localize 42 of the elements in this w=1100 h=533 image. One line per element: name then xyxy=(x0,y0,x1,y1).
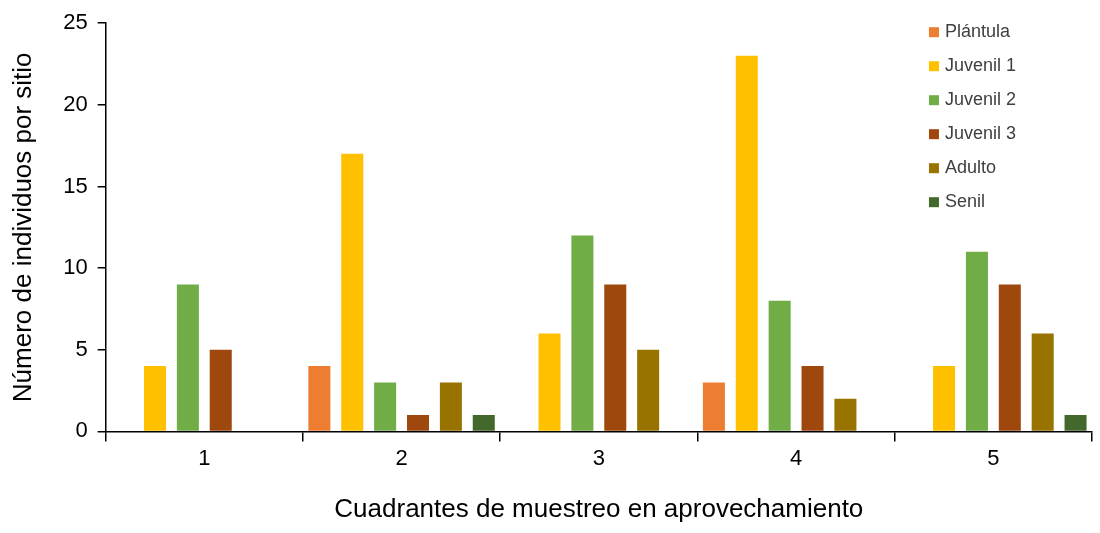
y-tick-label: 0 xyxy=(75,417,88,443)
bar xyxy=(374,382,397,431)
bar xyxy=(143,366,166,431)
legend-label: Juvenil 3 xyxy=(944,123,1016,144)
x-tick-label: 2 xyxy=(395,444,408,470)
y-tick-label: 20 xyxy=(63,90,88,116)
y-tick-label: 10 xyxy=(63,254,88,280)
y-tick-label: 15 xyxy=(63,172,88,198)
bar xyxy=(965,251,988,431)
y-axis-title: Número de individuos por sitio xyxy=(6,52,37,403)
bar xyxy=(637,349,660,431)
bar xyxy=(439,382,462,431)
legend-label: Senil xyxy=(944,191,985,212)
bar xyxy=(768,300,791,431)
bar xyxy=(834,398,857,431)
legend-label: Juvenil 1 xyxy=(944,55,1016,76)
bar xyxy=(472,415,495,431)
bar xyxy=(998,284,1021,431)
bar xyxy=(538,333,561,431)
bar xyxy=(801,366,824,431)
legend-label: Plántula xyxy=(944,21,1011,42)
x-tick-label: 1 xyxy=(198,444,211,470)
legend-label: Adulto xyxy=(944,157,996,178)
bar xyxy=(571,235,594,431)
bar xyxy=(176,284,199,431)
y-tick-label: 25 xyxy=(63,9,88,35)
x-tick-label: 4 xyxy=(789,444,803,470)
x-tick-label: 5 xyxy=(987,444,1000,470)
bar xyxy=(209,349,232,431)
x-axis-title: Cuadrantes de muestreo en aprovechamiento xyxy=(334,492,864,523)
bar xyxy=(308,366,331,431)
bar xyxy=(702,382,725,431)
x-tick-label: 3 xyxy=(592,444,605,470)
legend-label: Juvenil 2 xyxy=(944,89,1016,110)
bar xyxy=(1064,415,1087,431)
bar xyxy=(1031,333,1054,431)
bar xyxy=(341,153,364,431)
bar xyxy=(604,284,627,431)
y-tick-label: 5 xyxy=(75,335,88,361)
bar xyxy=(406,415,430,431)
bar xyxy=(735,55,758,431)
bar xyxy=(933,366,956,431)
